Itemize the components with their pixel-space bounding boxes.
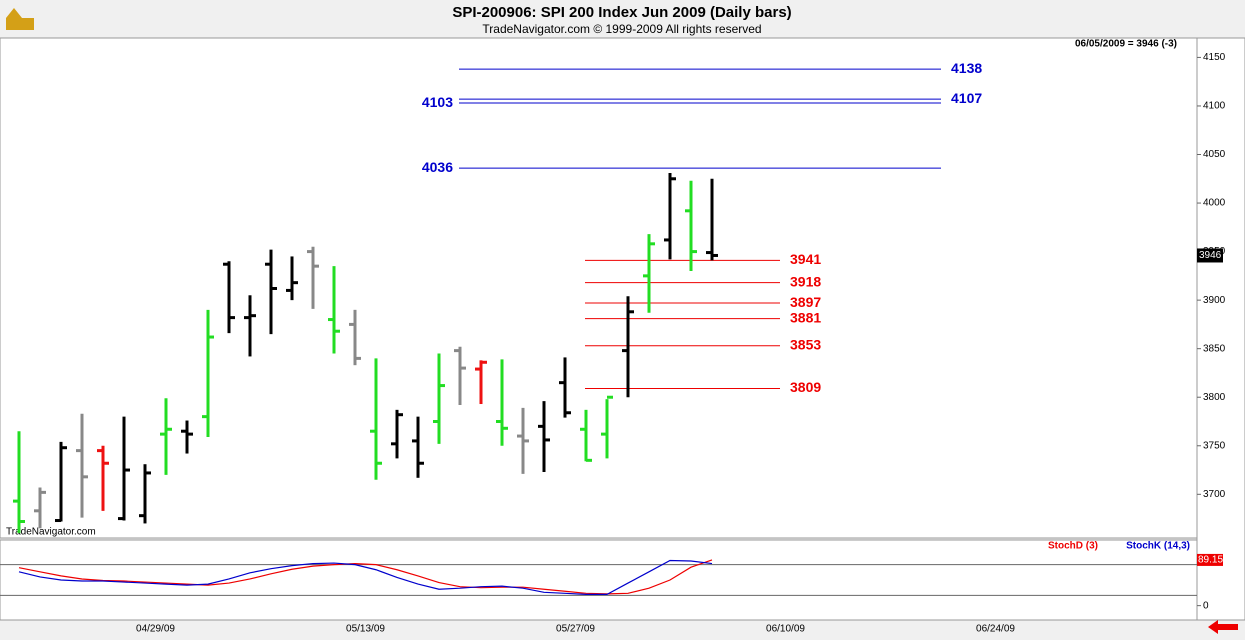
- level-label: 3809: [790, 379, 821, 395]
- legend-entry: StochK (14,3): [1126, 541, 1190, 552]
- x-tick-label: 04/29/09: [136, 624, 175, 635]
- last-info: 06/05/2009 = 3946 (-3): [1075, 39, 1177, 50]
- level-label: 4107: [951, 90, 982, 106]
- level-label: 3918: [790, 273, 821, 289]
- y-tick-label: 4100: [1203, 101, 1226, 112]
- watermark: TradeNavigator.com: [6, 527, 96, 538]
- legend-entry: StochD (3): [1048, 541, 1098, 552]
- stoch-line: [18, 559, 713, 595]
- y-tick-label: 3850: [1203, 343, 1226, 354]
- last-price-label: 3946: [1199, 250, 1222, 261]
- x-tick-label: 06/10/09: [766, 624, 805, 635]
- nav-arrow[interactable]: [1208, 620, 1238, 634]
- stoch-line: [18, 559, 713, 595]
- y-tick-label: 4050: [1203, 149, 1226, 160]
- level-label: 4036: [422, 159, 453, 175]
- price-panel: [0, 37, 1198, 539]
- y-tick-label: 4000: [1203, 198, 1226, 209]
- value-label: 89.15: [1198, 555, 1223, 566]
- level-label: 3853: [790, 336, 821, 352]
- y-tick-label: 3900: [1203, 295, 1226, 306]
- stoch-panel: [0, 539, 1198, 621]
- y-tick-label: 0: [1203, 600, 1209, 611]
- y-tick-label: 4150: [1203, 52, 1226, 63]
- subtitle: TradeNavigator.com © 1999-2009 All right…: [482, 22, 761, 36]
- level-label: 4103: [422, 94, 453, 110]
- level-label: 3897: [790, 294, 821, 310]
- x-tick-label: 05/13/09: [346, 624, 385, 635]
- y-tick-label: 3800: [1203, 392, 1226, 403]
- last-price-box: [1197, 248, 1223, 263]
- chart-title: SPI-200906: SPI 200 Index Jun 2009 (Dail…: [452, 4, 791, 21]
- level-label: 3881: [790, 309, 821, 325]
- y-tick-label: 3700: [1203, 489, 1226, 500]
- right-axis: [1196, 37, 1245, 621]
- x-tick-label: 05/27/09: [556, 624, 595, 635]
- logo: [6, 8, 34, 30]
- level-label: 4138: [951, 60, 982, 76]
- y-tick-label: 3750: [1203, 440, 1226, 451]
- x-tick-label: 06/24/09: [976, 624, 1015, 635]
- value-label-box: [1197, 553, 1223, 566]
- level-label: 3941: [790, 251, 821, 267]
